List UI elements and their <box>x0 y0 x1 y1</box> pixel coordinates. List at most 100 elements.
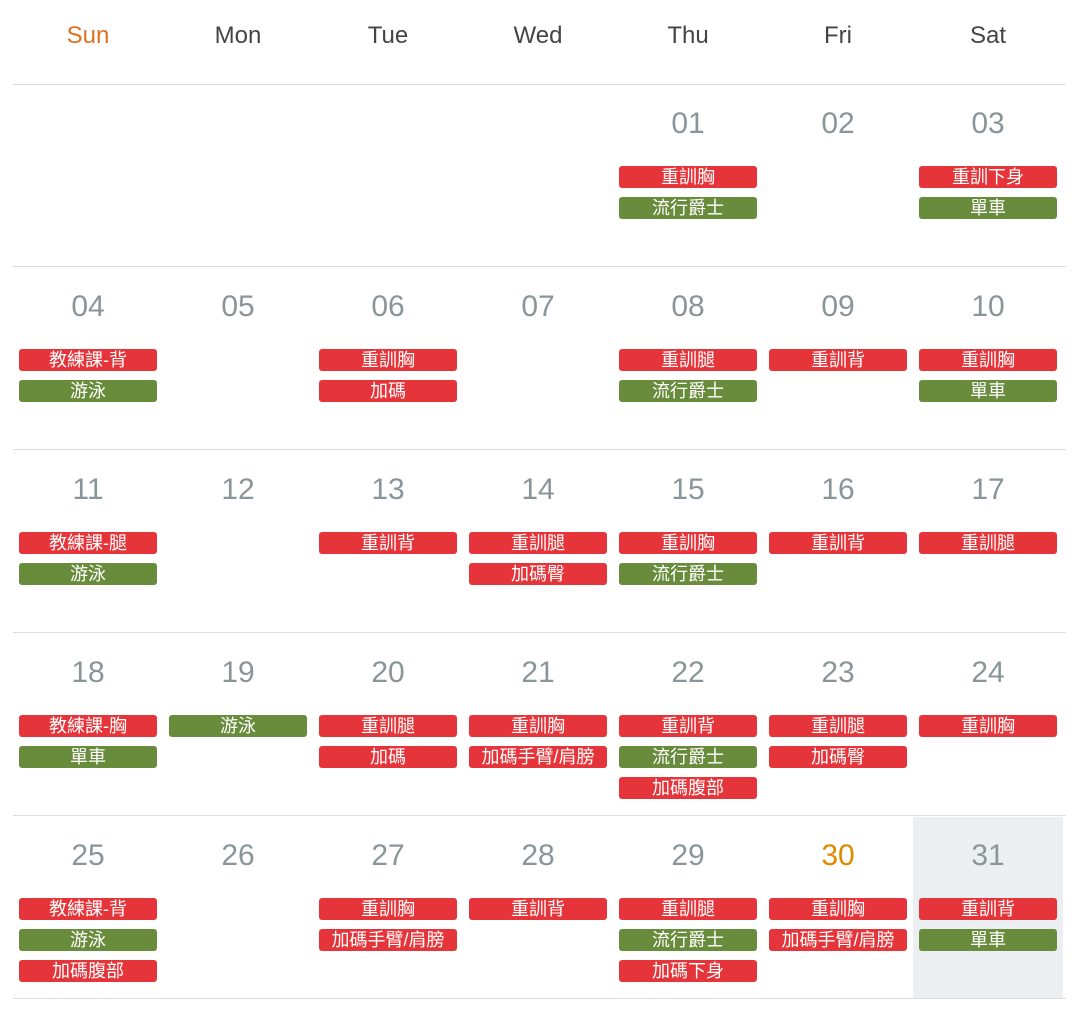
row-divider <box>13 449 1066 450</box>
event-chip[interactable]: 重訓胸 <box>769 898 907 920</box>
event-chip[interactable]: 單車 <box>919 380 1057 402</box>
event-chip[interactable]: 重訓胸 <box>919 349 1057 371</box>
day-cell[interactable]: 05 <box>163 268 313 449</box>
event-chip[interactable]: 重訓腿 <box>619 898 757 920</box>
day-cell[interactable]: 20 重訓腿 加碼 <box>313 634 463 815</box>
day-number: 23 <box>821 656 855 689</box>
event-chip[interactable]: 重訓胸 <box>319 898 457 920</box>
event-chip[interactable]: 單車 <box>919 929 1057 951</box>
day-number: 10 <box>971 290 1005 323</box>
day-number: 01 <box>671 107 705 140</box>
day-cell[interactable]: 16 重訓背 <box>763 451 913 632</box>
day-cell[interactable]: 12 <box>163 451 313 632</box>
day-cell[interactable]: 15 重訓胸 流行爵士 <box>613 451 763 632</box>
day-number: 21 <box>521 656 555 689</box>
event-chip[interactable]: 教練課-胸 <box>19 715 157 737</box>
event-chip[interactable]: 游泳 <box>19 563 157 585</box>
event-chip[interactable]: 教練課-腿 <box>19 532 157 554</box>
day-cell[interactable]: 17 重訓腿 <box>913 451 1063 632</box>
event-chip[interactable]: 加碼腹部 <box>19 960 157 982</box>
row-divider <box>13 266 1066 267</box>
day-cell[interactable]: 18 教練課-胸 單車 <box>13 634 163 815</box>
event-chip[interactable]: 單車 <box>919 197 1057 219</box>
day-cell[interactable]: 26 <box>163 817 313 998</box>
event-chip[interactable]: 重訓背 <box>619 715 757 737</box>
day-number: 22 <box>671 656 705 689</box>
day-cell[interactable]: 23 重訓腿加碼臀 <box>763 634 913 815</box>
event-chip[interactable]: 加碼臀 <box>469 563 607 585</box>
day-cell[interactable]: 25 教練課-背 游泳 加碼腹部 <box>13 817 163 998</box>
event-chip[interactable]: 流行爵士 <box>619 563 757 585</box>
day-cell[interactable]: 21 重訓胸加碼手臂/肩膀 <box>463 634 613 815</box>
day-cell[interactable]: 03 重訓下身 單車 <box>913 85 1063 266</box>
day-number: 12 <box>221 473 255 506</box>
day-cell[interactable]: 13 重訓背 <box>313 451 463 632</box>
day-cell[interactable]: 24 重訓胸 <box>913 634 1063 815</box>
event-chip[interactable]: 重訓胸 <box>619 532 757 554</box>
day-cell[interactable]: 04 教練課-背游泳 <box>13 268 163 449</box>
event-chip[interactable]: 重訓背 <box>769 349 907 371</box>
day-cell[interactable]: 02 <box>763 85 913 266</box>
day-number: 08 <box>671 290 705 323</box>
event-chip[interactable]: 重訓腿 <box>619 349 757 371</box>
event-chip[interactable]: 重訓背 <box>769 532 907 554</box>
event-chip[interactable]: 加碼 <box>319 746 457 768</box>
day-number: 02 <box>821 107 855 140</box>
day-cell[interactable]: 10 重訓胸單車 <box>913 268 1063 449</box>
day-cell[interactable]: 09 重訓背 <box>763 268 913 449</box>
event-chip[interactable]: 游泳 <box>19 929 157 951</box>
day-cell[interactable]: 01 重訓胸流行爵士 <box>613 85 763 266</box>
day-cell[interactable]: 06 重訓胸 加碼 <box>313 268 463 449</box>
day-cell[interactable]: 31 重訓背 單車 <box>913 817 1063 998</box>
day-cell[interactable]: 07 <box>463 268 613 449</box>
event-chip[interactable]: 流行爵士 <box>619 746 757 768</box>
event-chip[interactable]: 加碼手臂/肩膀 <box>319 929 457 951</box>
event-chip[interactable]: 重訓胸 <box>919 715 1057 737</box>
day-number: 04 <box>71 290 105 323</box>
event-chip[interactable]: 重訓胸 <box>619 166 757 188</box>
event-chip[interactable]: 流行爵士 <box>619 380 757 402</box>
event-chip[interactable]: 重訓腿 <box>469 532 607 554</box>
event-chip[interactable]: 重訓胸 <box>469 715 607 737</box>
day-cell[interactable]: 30 重訓胸加碼手臂/肩膀 <box>763 817 913 998</box>
weekday-header: Fri <box>824 22 852 49</box>
day-cell[interactable]: 28 重訓背 <box>463 817 613 998</box>
event-chip[interactable]: 重訓腿 <box>919 532 1057 554</box>
event-chip[interactable]: 游泳 <box>19 380 157 402</box>
event-chip[interactable]: 重訓下身 <box>919 166 1057 188</box>
event-chip[interactable]: 教練課-背 <box>19 898 157 920</box>
event-chip[interactable]: 加碼手臂/肩膀 <box>769 929 907 951</box>
day-number: 30 <box>821 839 855 872</box>
event-chip[interactable]: 加碼手臂/肩膀 <box>469 746 607 768</box>
event-chip[interactable]: 重訓腿 <box>319 715 457 737</box>
event-chip[interactable]: 加碼臀 <box>769 746 907 768</box>
event-chip[interactable]: 教練課-背 <box>19 349 157 371</box>
day-cell[interactable]: 27 重訓胸 加碼手臂/肩膀 <box>313 817 463 998</box>
event-chip[interactable]: 加碼腹部 <box>619 777 757 799</box>
weekday-header: Tue <box>367 22 409 49</box>
day-number: 05 <box>221 290 255 323</box>
event-chip[interactable]: 重訓背 <box>469 898 607 920</box>
event-chip[interactable]: 重訓背 <box>319 532 457 554</box>
day-number: 26 <box>221 839 255 872</box>
day-cell[interactable]: 14 重訓腿加碼臀 <box>463 451 613 632</box>
day-number: 14 <box>521 473 555 506</box>
day-cell[interactable]: 29 重訓腿 流行爵士 加碼下身 <box>613 817 763 998</box>
day-number: 13 <box>371 473 405 506</box>
event-chip[interactable]: 重訓胸 <box>319 349 457 371</box>
event-chip[interactable]: 加碼下身 <box>619 960 757 982</box>
event-chip[interactable]: 流行爵士 <box>619 197 757 219</box>
event-chip[interactable]: 單車 <box>19 746 157 768</box>
day-cell[interactable]: 08 重訓腿流行爵士 <box>613 268 763 449</box>
event-chip[interactable]: 流行爵士 <box>619 929 757 951</box>
weekday-header: Sat <box>969 22 1007 49</box>
event-chip[interactable]: 游泳 <box>169 715 307 737</box>
day-cell[interactable]: 19 游泳 <box>163 634 313 815</box>
event-chip[interactable]: 重訓腿 <box>769 715 907 737</box>
event-chip[interactable]: 重訓背 <box>919 898 1057 920</box>
day-cell[interactable]: 22 重訓背流行爵士加碼腹部 <box>613 634 763 815</box>
day-number: 17 <box>971 473 1005 506</box>
day-cell[interactable]: 11 教練課-腿 游泳 <box>13 451 163 632</box>
event-chip[interactable]: 加碼 <box>319 380 457 402</box>
